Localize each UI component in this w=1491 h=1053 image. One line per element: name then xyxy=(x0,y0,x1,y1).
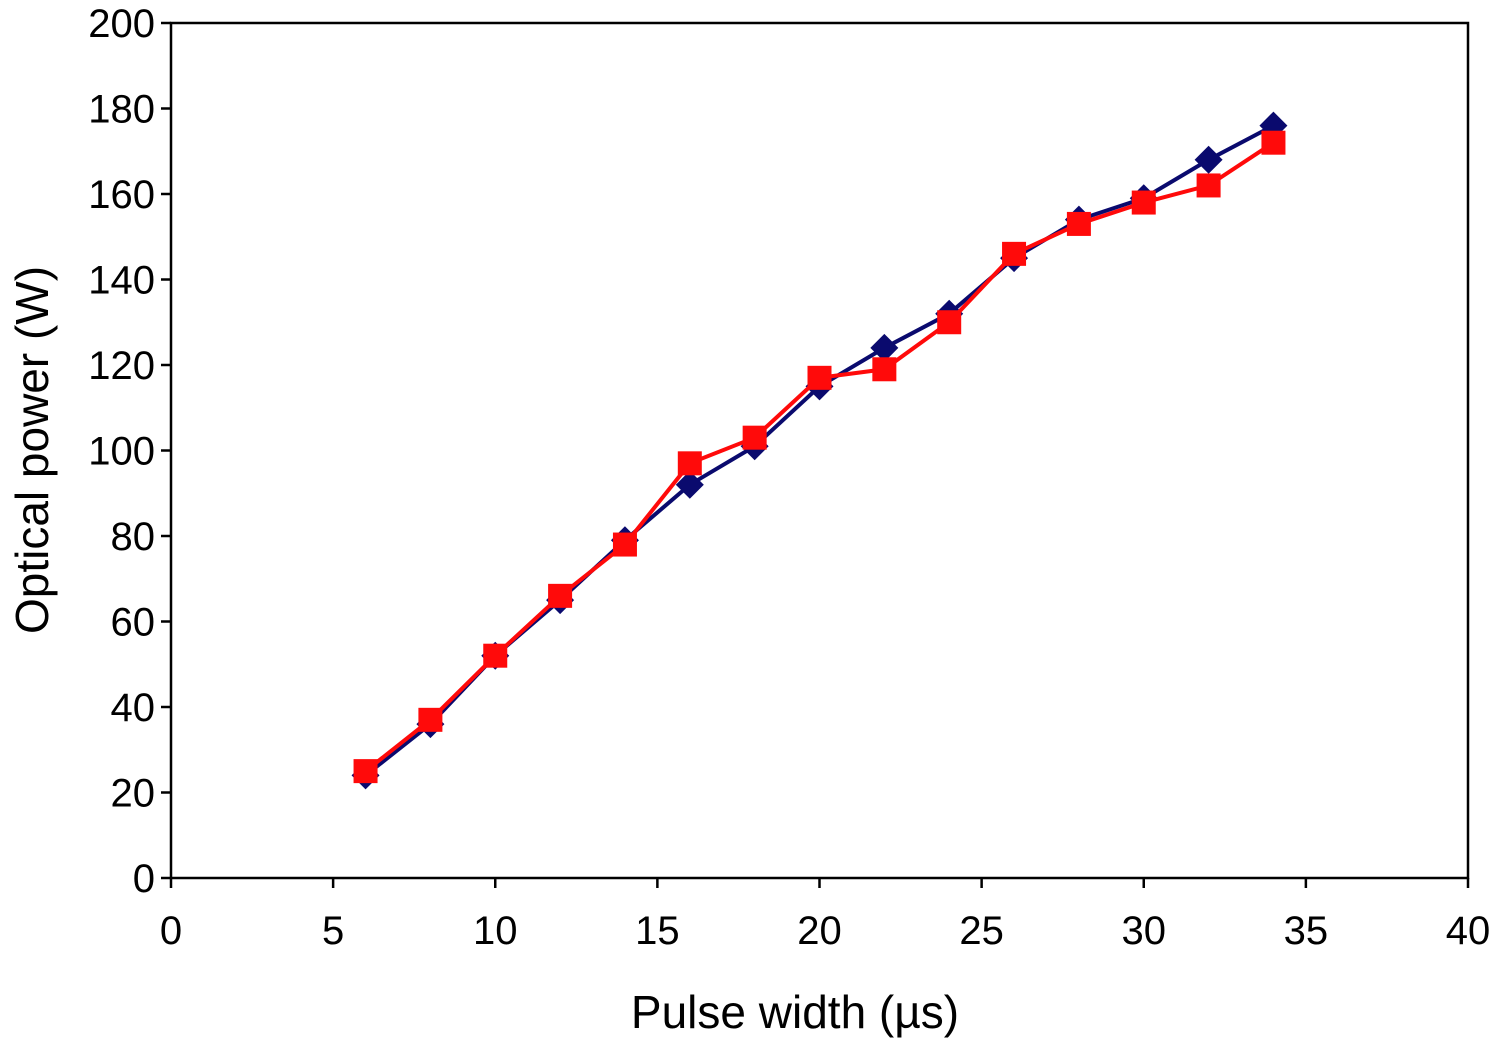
series-2-point xyxy=(937,310,962,335)
x-tick-label: 5 xyxy=(322,909,344,953)
series-2-point xyxy=(1196,173,1221,198)
x-tick-label: 35 xyxy=(1284,909,1329,953)
series-2-point xyxy=(418,707,443,732)
series-2-point xyxy=(1066,211,1091,236)
series-1-point xyxy=(675,470,704,499)
series-2-point xyxy=(1131,190,1156,215)
series-2-point xyxy=(612,532,637,557)
x-tick-label: 0 xyxy=(160,909,182,953)
series-2-point xyxy=(483,643,508,668)
y-tick-label: 20 xyxy=(111,772,156,816)
y-tick-label: 40 xyxy=(111,686,156,730)
x-tick-label: 20 xyxy=(797,909,842,953)
x-axis-label: Pulse width (µs) xyxy=(631,986,959,1038)
series-2-point xyxy=(742,425,767,450)
series-2-point xyxy=(1261,130,1286,155)
series-2-point xyxy=(353,759,378,784)
y-tick-label: 60 xyxy=(111,601,156,645)
series-1-point xyxy=(1194,145,1223,174)
series-1-point xyxy=(1259,111,1288,140)
series-2-point xyxy=(872,357,897,382)
y-tick-label: 180 xyxy=(88,88,155,132)
series-1-point xyxy=(870,333,899,362)
y-tick-label: 80 xyxy=(111,515,156,559)
y-tick-label: 120 xyxy=(88,344,155,388)
x-tick-label: 40 xyxy=(1446,909,1491,953)
x-tick-label: 25 xyxy=(959,909,1004,953)
series-1-line xyxy=(364,123,1275,777)
y-tick-label: 200 xyxy=(88,2,155,46)
x-tick-label: 30 xyxy=(1122,909,1167,953)
series-2-point xyxy=(677,451,702,476)
y-tick-label: 140 xyxy=(88,259,155,303)
y-tick-label: 100 xyxy=(88,430,155,474)
series-2-point xyxy=(1002,241,1027,266)
y-tick-label: 160 xyxy=(88,173,155,217)
x-tick-label: 15 xyxy=(635,909,680,953)
series-2-line xyxy=(364,141,1275,773)
y-tick-label: 0 xyxy=(133,857,155,901)
y-axis-label: Optical power (W) xyxy=(6,266,58,634)
series-2-point xyxy=(807,365,832,390)
x-tick-label: 10 xyxy=(473,909,518,953)
series-2-point xyxy=(548,583,573,608)
